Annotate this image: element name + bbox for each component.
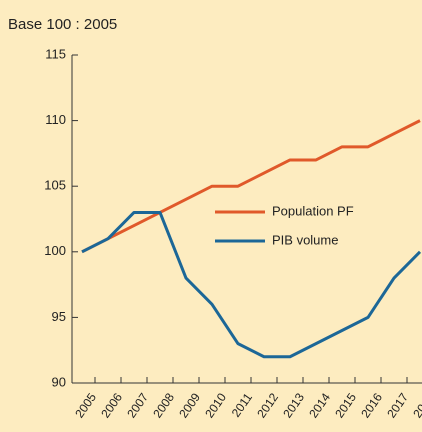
y-tick-label: 110 bbox=[45, 112, 66, 127]
y-tick-label: 115 bbox=[45, 46, 66, 61]
x-tick-label: 2018 bbox=[410, 390, 422, 420]
legend-label: Population PF bbox=[272, 203, 354, 218]
y-tick-label: 105 bbox=[44, 178, 66, 193]
legend-label: PIB volume bbox=[272, 232, 338, 247]
y-tick-label: 90 bbox=[52, 374, 66, 389]
chart-title: Base 100 : 2005 bbox=[8, 16, 117, 33]
line-series bbox=[81, 119, 421, 254]
line-series bbox=[81, 210, 422, 359]
y-tick-label: 100 bbox=[44, 243, 66, 258]
y-tick-label: 95 bbox=[52, 309, 66, 324]
